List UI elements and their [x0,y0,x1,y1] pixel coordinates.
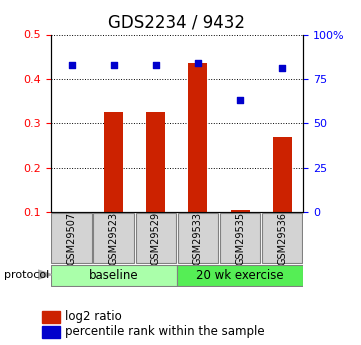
Bar [188,63,208,212]
Bar [262,213,303,263]
Bar [220,213,260,263]
Polygon shape [38,270,52,279]
Bar [146,112,165,212]
Text: GSM29535: GSM29535 [235,211,245,265]
Point [195,60,201,66]
Bar [136,213,176,263]
Text: log2 ratio: log2 ratio [65,310,121,323]
Point [237,98,243,103]
Text: 20 wk exercise: 20 wk exercise [196,269,284,282]
Bar [177,265,303,286]
Bar [231,210,249,212]
Text: GSM29533: GSM29533 [193,211,203,265]
Bar [43,326,60,338]
Text: GSM29529: GSM29529 [151,211,161,265]
Point [111,62,117,68]
Point [69,62,74,68]
Text: protocol: protocol [4,270,49,280]
Text: GSM29523: GSM29523 [109,211,119,265]
Title: GDS2234 / 9432: GDS2234 / 9432 [108,13,245,31]
Point [153,62,159,68]
Bar [43,310,60,323]
Text: GSM29507: GSM29507 [66,211,77,265]
Point [279,66,285,71]
Text: GSM29536: GSM29536 [277,211,287,265]
Bar [104,112,123,212]
Bar [178,213,218,263]
Bar [51,213,92,263]
Bar [51,265,177,286]
Text: percentile rank within the sample: percentile rank within the sample [65,325,264,338]
Bar [273,137,292,212]
Bar [93,213,134,263]
Text: baseline: baseline [89,269,139,282]
